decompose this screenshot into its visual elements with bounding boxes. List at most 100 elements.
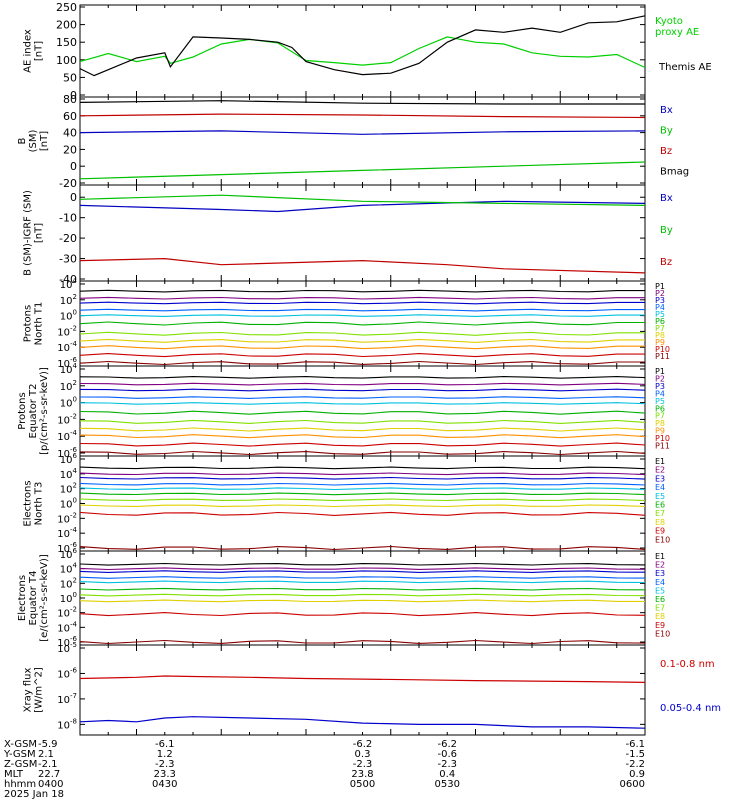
channel-line <box>79 331 645 336</box>
ephemeris-value: 0500 <box>350 779 375 790</box>
legend-label: E3 <box>655 569 665 578</box>
ephemeris-value: -2.3 <box>353 759 373 770</box>
legend-label: E10 <box>655 535 670 544</box>
ephemeris-value: 0430 <box>152 779 177 790</box>
legend-label: Kyoto <box>655 16 683 27</box>
y-tick-label: 10-2 <box>57 606 77 620</box>
ephemeris-value: -6.1 <box>155 739 175 750</box>
ephemeris-value: 1.2 <box>157 749 173 760</box>
legend-label: proxy AE <box>655 27 699 38</box>
legend-label: P6 <box>655 404 665 413</box>
ephemeris-value: 0.3 <box>355 749 371 760</box>
y-axis-label: Protons <box>23 305 34 342</box>
series-line <box>79 200 646 213</box>
legend-label: P8 <box>655 419 665 428</box>
y-tick-exponent: -7 <box>70 692 77 700</box>
y-tick-label: 102 <box>60 482 77 496</box>
channel-line <box>79 360 645 366</box>
legend-label: P1 <box>655 282 665 291</box>
legend-label: E8 <box>655 518 665 527</box>
legend-label: 0.05-0.4 nm <box>660 703 721 714</box>
y-tick-exponent: -2 <box>70 606 77 614</box>
legend-label: By <box>660 126 673 137</box>
y-tick-exponent: -4 <box>70 340 78 348</box>
y-tick-exponent: 2 <box>73 482 77 490</box>
y-axis-label: [nT] <box>34 223 45 243</box>
legend-label: By <box>660 225 673 236</box>
y-tick-exponent: 0 <box>73 396 77 404</box>
y-tick-label: 10-7 <box>57 692 77 706</box>
y-tick-label: 60 <box>63 110 77 123</box>
y-tick-exponent: -4 <box>70 526 78 534</box>
y-tick-label: 40 <box>63 127 77 140</box>
channel-line <box>79 410 646 415</box>
channel-line <box>79 388 646 392</box>
channel-line <box>79 301 645 305</box>
channel-line <box>79 482 646 486</box>
y-axis-label: (SM) <box>28 130 39 153</box>
y-axis-label: Equator T2 <box>28 384 39 439</box>
channel-line <box>79 492 646 496</box>
channel-line <box>79 296 645 300</box>
ephemeris-value: -2.3 <box>437 759 457 770</box>
y-axis-label: B <box>17 137 28 144</box>
ephemeris-row-label: Y-GSM <box>3 749 36 760</box>
legend-label: E1 <box>655 457 665 466</box>
y-tick-exponent: -2 <box>70 324 77 332</box>
panel-b-sm: -20 0 20 40 60 80 B (SM) [nT] Bx By Bz Bmag <box>17 93 689 190</box>
ephemeris-value: 23.3 <box>154 769 176 780</box>
channel-line <box>79 450 646 456</box>
legend-label: P11 <box>655 352 670 361</box>
ephemeris-value: -2.1 <box>38 759 58 770</box>
y-tick-label: 102 <box>60 379 77 393</box>
y-axis-label: Electrons <box>17 575 28 621</box>
ephemeris-value: -1.5 <box>625 749 645 760</box>
y-tick-label: -40 <box>59 273 77 286</box>
y-tick-exponent: -4 <box>70 620 78 628</box>
legend-label: Bx <box>660 193 673 204</box>
y-tick-exponent: 6 <box>73 547 78 555</box>
legend-label: E8 <box>655 612 665 621</box>
y-tick-label: 80 <box>63 93 77 106</box>
legend-label: P3 <box>655 296 665 305</box>
legend-label: P2 <box>655 374 665 383</box>
channel-line <box>79 442 646 447</box>
y-tick-label: 10-6 <box>57 666 77 680</box>
legend-label: P10 <box>655 345 670 354</box>
legend-label: E6 <box>655 501 665 510</box>
channel-line <box>79 570 646 573</box>
channel-line <box>79 466 646 470</box>
legend-label: E7 <box>655 604 665 613</box>
y-tick-exponent: -2 <box>70 511 77 519</box>
y-tick-exponent: 2 <box>73 293 77 301</box>
ephemeris-row-label: hhmm <box>4 779 36 790</box>
panel-frame <box>79 455 646 552</box>
y-axis-label: [e/(cm²-s-sr-keV)] <box>39 554 50 642</box>
channel-line <box>79 545 646 551</box>
channel-line <box>79 345 645 350</box>
y-tick-exponent: 4 <box>73 467 78 475</box>
y-tick-exponent: 0 <box>73 497 77 505</box>
ephemeris-value: 22.7 <box>38 769 60 780</box>
y-axis-label: Xray flux <box>23 668 34 713</box>
y-tick-label: 10-4 <box>57 620 77 634</box>
ephemeris-row-label: MLT <box>4 769 24 780</box>
channel-line <box>79 580 646 584</box>
y-tick-exponent: -8 <box>70 717 77 725</box>
y-tick-label: -20 <box>59 232 77 245</box>
legend-label: E5 <box>655 492 665 501</box>
channel-line <box>79 289 645 293</box>
channel-line <box>79 593 646 597</box>
legend-label: P7 <box>655 412 665 421</box>
ephemeris-value: 0600 <box>620 779 645 790</box>
legend-label: E7 <box>655 509 665 518</box>
series-line <box>79 113 646 119</box>
y-tick-label: 0 <box>70 89 77 102</box>
channel-line <box>79 487 646 491</box>
channel-line <box>79 321 645 326</box>
y-axis-label: B (SM)-IGRF (SM) <box>23 190 34 276</box>
